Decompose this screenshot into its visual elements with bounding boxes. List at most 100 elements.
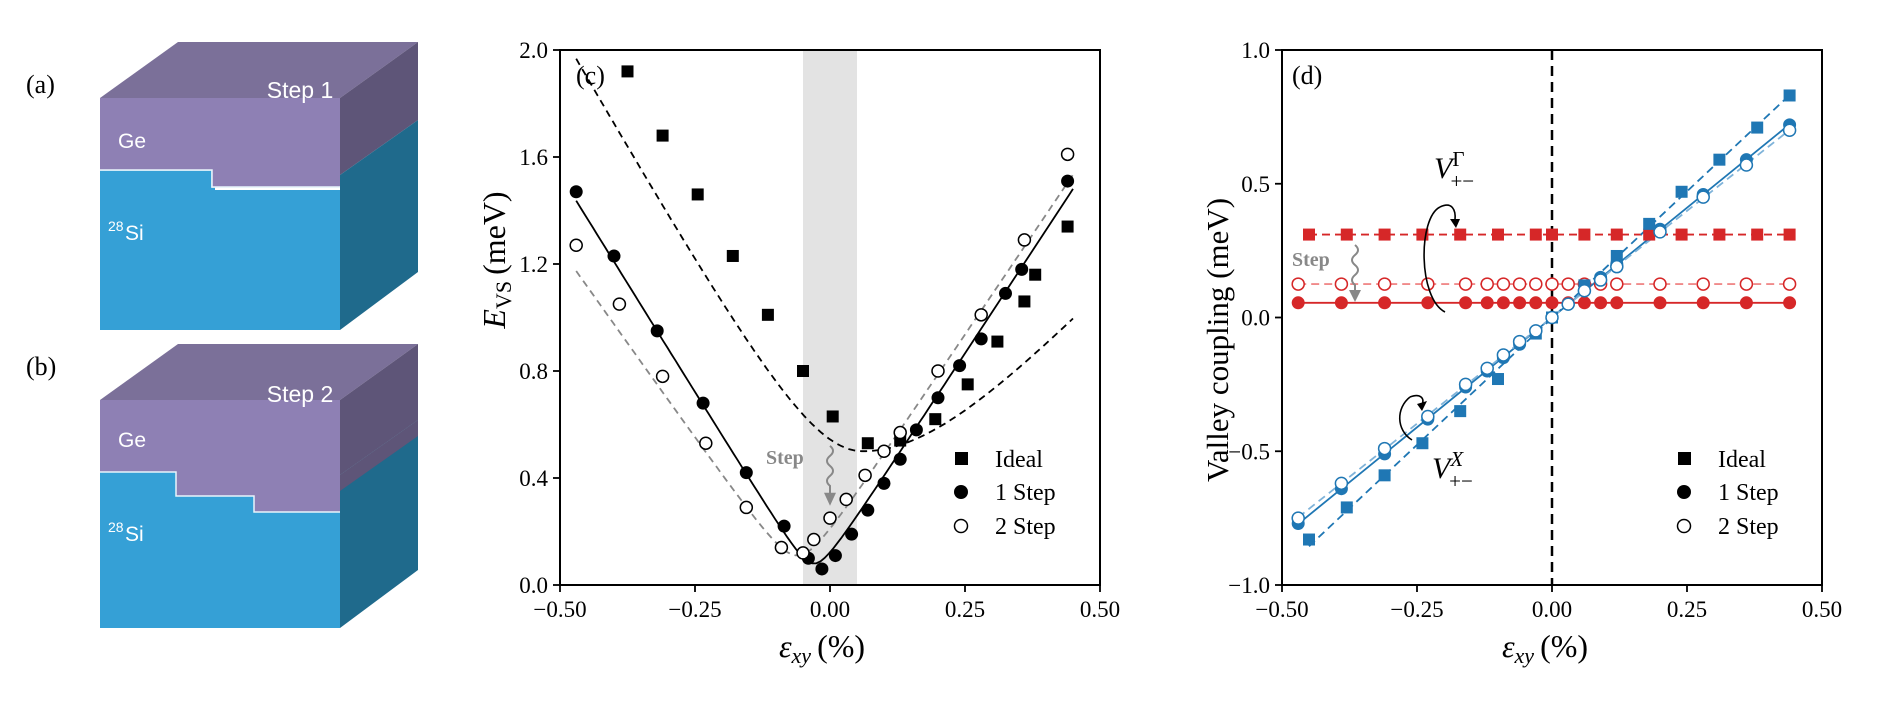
c-point-ideal <box>621 65 634 78</box>
c-point-ideal <box>991 335 1004 348</box>
d-point-x-2-step <box>1334 476 1349 491</box>
svg-text:EVS(meV): EVS (meV) <box>476 191 516 329</box>
d-line-x-2-step <box>1297 129 1791 519</box>
c-point-ideal <box>861 437 874 450</box>
c-point-ideal <box>826 410 839 423</box>
c-xlabel-unit: (%) <box>817 628 865 664</box>
d-point-gamma-ideal <box>1454 228 1467 241</box>
d-panel-label: (d) <box>1292 61 1322 90</box>
c-point-ideal <box>797 365 809 377</box>
d-point-gamma-2-step <box>1480 277 1494 291</box>
c-point-1-step <box>861 503 875 517</box>
d-point-x-2-step <box>1610 259 1624 274</box>
block-b-top-face <box>100 344 418 400</box>
c-point-1-step <box>953 359 967 373</box>
c-point-ideal <box>961 378 974 391</box>
c-legend: Ideal 1 Step 2 Step <box>953 447 1056 540</box>
block-b-si-sup: 28 <box>108 519 124 535</box>
c-point-1-step <box>696 396 710 410</box>
c-point-2-step <box>807 532 821 547</box>
d-point-x-2-step <box>1496 348 1511 362</box>
c-xlabel-main: ε <box>779 628 792 664</box>
c-legend-1step: 1 Step <box>995 480 1056 506</box>
d-xtick-label: 0.00 <box>1532 597 1572 622</box>
c-point-1-step <box>777 519 791 533</box>
c-point-1-step <box>974 332 988 346</box>
c-point-2-step <box>877 444 891 458</box>
c-point-2-step <box>774 540 789 555</box>
d-xtick-label: −0.50 <box>1255 597 1308 622</box>
d-point-x-ideal <box>1713 153 1726 166</box>
block-a-ge-label: Ge <box>118 130 146 153</box>
d-point-gamma-ideal <box>1610 228 1623 241</box>
c-fit-ideal <box>575 58 1074 453</box>
c-point-1-step <box>877 476 891 490</box>
d-legend-marker-ideal <box>1678 452 1691 465</box>
c-point-2-step <box>974 308 988 322</box>
d-legend-2step: 2 Step <box>1718 514 1779 540</box>
d-point-gamma-ideal <box>1675 228 1688 241</box>
d-step-text: Step <box>1292 249 1330 271</box>
d-point-x-ideal <box>1340 501 1353 514</box>
d-point-x-2-step <box>1696 190 1710 204</box>
c-point-2-step <box>823 511 837 525</box>
c-ytick-label: 0.0 <box>519 573 548 598</box>
d-point-gamma-2-step <box>1496 277 1511 291</box>
d-xlabel-main: ε <box>1502 628 1515 664</box>
d-ytick-label: 0.5 <box>1241 172 1270 197</box>
c-point-1-step <box>650 324 664 338</box>
d-point-gamma-ideal <box>1492 228 1504 241</box>
c-point-1-step <box>909 423 923 437</box>
c-point-2-step <box>655 369 670 384</box>
d-point-x-2-step <box>1561 297 1575 311</box>
d-point-gamma-1-step <box>1545 296 1559 310</box>
panel-b-label: (b) <box>26 352 56 381</box>
c-point-2-step <box>1017 233 1032 247</box>
d-point-gamma-ideal <box>1643 228 1656 241</box>
d-x-rotation-arrow <box>1398 394 1427 441</box>
block-b-interface-step <box>100 471 340 513</box>
c-point-ideal <box>929 413 942 426</box>
d-point-gamma-ideal <box>1303 228 1315 241</box>
d-point-gamma-1-step <box>1783 296 1797 310</box>
d-point-gamma-2-step <box>1610 277 1624 291</box>
d-point-x-2-step <box>1653 225 1667 239</box>
d-point-gamma-ideal <box>1783 228 1796 241</box>
c-xtick-label: 0.25 <box>945 597 985 622</box>
c-point-ideal <box>656 129 669 142</box>
c-ylabel-main: E <box>476 309 512 330</box>
d-legend-marker-1step <box>1677 485 1691 499</box>
d-point-gamma-1-step <box>1529 296 1543 310</box>
d-point-gamma-1-step <box>1513 296 1527 310</box>
c-legend-marker-2step <box>953 518 969 534</box>
c-point-2-step <box>839 492 853 507</box>
d-gamma-label: VΓ +− <box>1434 147 1474 193</box>
c-point-ideal <box>761 308 774 321</box>
d-point-gamma-1-step <box>1696 296 1710 310</box>
c-ticks: −0.50 −0.25 0.00 0.25 0.50 0.0 0.4 0.8 1.2 1.6 2.0 <box>519 38 1120 622</box>
d-ytick-label: 1.0 <box>1241 38 1270 63</box>
d-point-gamma-2-step <box>1561 277 1575 291</box>
panel-d-chart: −0.50 −0.25 0.00 0.25 0.50−1.0−0.50.00.51.0 … <box>1200 38 1842 668</box>
d-xlabel: εxy (%) <box>1502 628 1588 668</box>
c-point-1-step <box>739 466 753 480</box>
c-point-2-step <box>796 546 810 560</box>
c-point-1-step <box>1015 262 1029 276</box>
c-point-2-step <box>893 425 907 440</box>
c-legend-2step: 2 Step <box>995 514 1056 540</box>
block-a-si-layer <box>100 170 340 330</box>
d-point-gamma-ideal <box>1529 228 1542 241</box>
d-xtick-label: −0.25 <box>1390 597 1443 622</box>
d-point-gamma-ideal <box>1751 228 1764 241</box>
d-legend-marker-2step <box>1676 518 1692 534</box>
d-point-x-ideal <box>1303 533 1315 546</box>
d-point-gamma-1-step <box>1594 296 1608 310</box>
c-xlabel-sub: xy <box>791 643 812 668</box>
c-ylabel-sub: VS <box>491 281 516 309</box>
c-xlabel: εxy (%) <box>779 628 865 668</box>
c-point-2-step <box>569 238 583 253</box>
c-point-1-step <box>999 286 1012 300</box>
c-xtick-label: −0.25 <box>668 597 721 622</box>
d-point-gamma-2-step <box>1377 277 1392 291</box>
d-point-x-2-step <box>1593 273 1608 287</box>
